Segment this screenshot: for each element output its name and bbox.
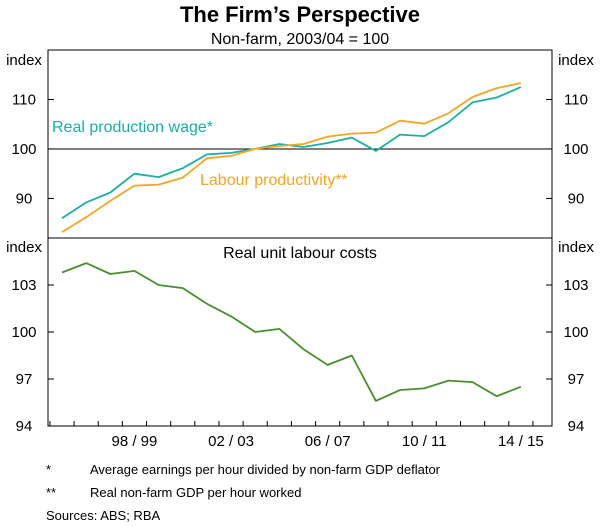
bottom-ylabel-left-100: 100	[11, 324, 36, 341]
xlabel-1: 02 / 03	[208, 433, 254, 450]
bottom-ylabel-left-97: 97	[16, 371, 33, 388]
bottom-left-ylabel: index	[6, 239, 42, 256]
label-real-production-wage: Real production wage*	[52, 119, 213, 136]
top-series-1-line	[61, 82, 521, 233]
chart-subtitle: Non-farm, 2003/04 = 100	[211, 31, 389, 48]
top-series-0-line	[61, 86, 522, 219]
top-left-ylabel: index	[6, 52, 42, 69]
grid-layer	[47, 49, 553, 427]
bottom-ylabel-right-100: 100	[563, 324, 588, 341]
footnote-1-text: Average earnings per hour divided by non…	[90, 462, 441, 477]
top-ylabel-left-90: 90	[16, 190, 33, 207]
xlabel-3: 10 / 11	[402, 433, 447, 450]
bottom-ylabel-right-97: 97	[568, 371, 585, 388]
footnote-1-mark: *	[46, 462, 51, 477]
bottom-right-ylabel: index	[558, 239, 594, 256]
footnote-2-text: Real non-farm GDP per hour worked	[90, 485, 301, 500]
bottom-ylabel-left-103: 103	[11, 277, 36, 294]
bottom-series-0-line	[61, 262, 522, 402]
top-ylabel-right-100: 100	[563, 141, 588, 158]
bottom-ylabel-right-103: 103	[563, 277, 588, 294]
xlabel-2: 06 / 07	[305, 433, 351, 450]
bottom-ylabel-left-94: 94	[16, 418, 33, 435]
footnote-2-mark: **	[46, 485, 56, 500]
bottom-panel-frame	[47, 237, 553, 427]
sources: Sources: ABS; RBA	[46, 508, 160, 523]
xlabel-4: 14 / 15	[498, 433, 544, 450]
label-labour-productivity: Labour productivity**	[200, 172, 348, 189]
top-ylabel-left-110: 110	[12, 91, 36, 108]
label-layer: 90 90 100 100 110 110 94 94 97 97 100 100 103 103 98 /…	[11, 91, 588, 450]
top-right-ylabel: index	[558, 52, 594, 69]
label-real-unit-labour-costs: Real unit labour costs	[223, 245, 377, 262]
xlabel-0: 98 / 99	[112, 433, 158, 450]
chart-title: The Firm’s Perspective	[180, 2, 420, 27]
top-ylabel-right-90: 90	[568, 190, 585, 207]
series-layer	[61, 82, 522, 402]
top-ylabel-right-110: 110	[564, 91, 588, 108]
bottom-ylabel-right-94: 94	[568, 418, 585, 435]
top-ylabel-left-100: 100	[11, 141, 36, 158]
